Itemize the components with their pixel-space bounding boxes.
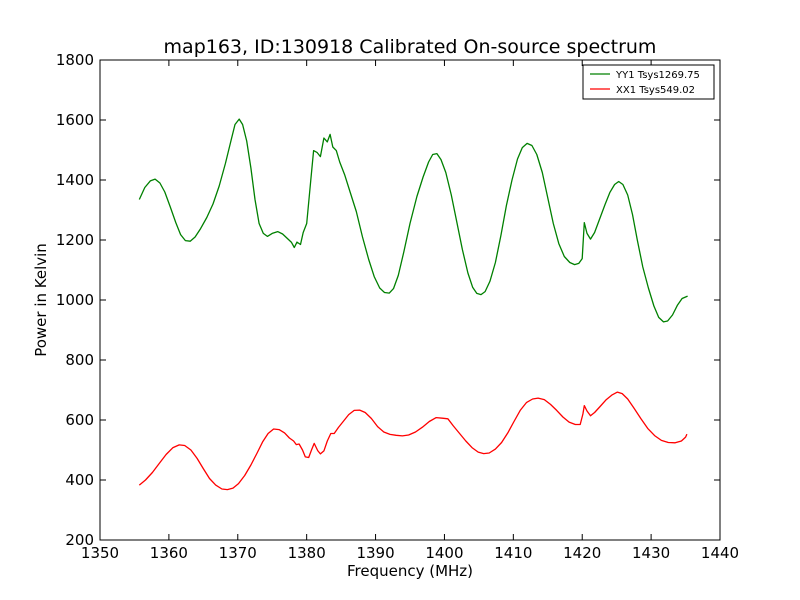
series-line-2 bbox=[138, 391, 688, 491]
legend: YY1 Tsys1269.75 XX1 Tsys549.02 bbox=[582, 64, 715, 100]
y-tick-label: 200 bbox=[65, 531, 94, 549]
series-layer bbox=[138, 118, 688, 491]
x-axis-label: Frequency (MHz) bbox=[347, 562, 473, 580]
x-tick-label: 1350 bbox=[81, 544, 119, 562]
y-tick-label: 400 bbox=[65, 471, 94, 489]
y-tick-label: 800 bbox=[65, 351, 94, 369]
y-tick-label: 1000 bbox=[56, 291, 94, 309]
x-tick-label: 1370 bbox=[219, 544, 257, 562]
y-tick-label: 600 bbox=[65, 411, 94, 429]
y-tick-label: 1800 bbox=[56, 51, 94, 69]
x-tick-label: 1380 bbox=[288, 544, 326, 562]
x-tick-label: 1440 bbox=[701, 544, 739, 562]
x-tick-label: 1360 bbox=[150, 544, 188, 562]
x-tick-label: 1400 bbox=[425, 544, 463, 562]
series-line-1 bbox=[138, 118, 688, 323]
y-tick-label: 1200 bbox=[56, 231, 94, 249]
axes-ticks: 1350 1360 1370 1380 1390 1400 1410 1420 1430 1440… bbox=[56, 51, 739, 562]
x-tick-label: 1420 bbox=[563, 544, 601, 562]
x-tick-label: 1430 bbox=[632, 544, 670, 562]
x-tick-label: 1410 bbox=[494, 544, 532, 562]
y-axis-label: Power in Kelvin bbox=[32, 243, 50, 357]
y-tick-label: 1400 bbox=[56, 171, 94, 189]
legend-label-2: XX1 Tsys549.02 bbox=[616, 85, 695, 96]
legend-box bbox=[582, 64, 715, 100]
x-tick-label: 1390 bbox=[356, 544, 394, 562]
y-tick-label: 1600 bbox=[56, 111, 94, 129]
legend-label-1: YY1 Tsys1269.75 bbox=[615, 70, 700, 81]
chart-title: map163, ID:130918 Calibrated On-source s… bbox=[164, 36, 657, 58]
